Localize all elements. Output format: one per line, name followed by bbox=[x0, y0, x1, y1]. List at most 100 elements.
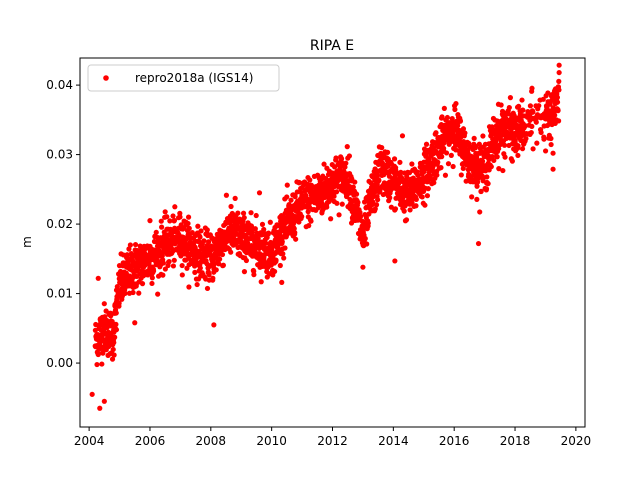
data-point bbox=[424, 193, 431, 199]
data-point bbox=[205, 239, 212, 245]
data-point bbox=[321, 161, 327, 167]
data-point bbox=[235, 210, 241, 216]
data-point bbox=[197, 234, 203, 240]
data-point bbox=[445, 161, 452, 167]
data-point bbox=[206, 272, 212, 278]
data-point bbox=[556, 78, 562, 84]
data-point bbox=[263, 240, 269, 246]
x-tick-label: 2006 bbox=[135, 434, 166, 448]
data-point bbox=[195, 223, 201, 229]
data-point bbox=[210, 275, 216, 281]
x-tick-label: 2020 bbox=[561, 434, 592, 448]
data-point bbox=[262, 260, 268, 266]
y-tick-label: 0.01 bbox=[46, 287, 73, 301]
data-point bbox=[458, 172, 464, 178]
data-point bbox=[541, 136, 547, 142]
data-point bbox=[502, 154, 508, 160]
data-point bbox=[423, 141, 430, 147]
data-point bbox=[284, 194, 290, 200]
data-point bbox=[333, 155, 339, 161]
data-point bbox=[435, 159, 441, 165]
data-point bbox=[179, 262, 185, 269]
data-point bbox=[256, 190, 263, 196]
data-point bbox=[391, 156, 398, 162]
data-point bbox=[529, 123, 535, 129]
data-point bbox=[519, 146, 526, 152]
data-point bbox=[101, 301, 107, 307]
data-point bbox=[213, 267, 219, 273]
legend: repro2018a (IGS14) bbox=[87, 64, 280, 92]
data-point bbox=[150, 268, 157, 274]
data-point bbox=[307, 177, 313, 183]
data-point bbox=[431, 180, 437, 186]
data-point bbox=[166, 258, 172, 265]
data-point bbox=[474, 183, 480, 189]
data-point bbox=[127, 242, 133, 248]
data-point bbox=[171, 217, 178, 224]
data-point bbox=[100, 350, 106, 356]
data-point bbox=[291, 226, 297, 232]
data-point bbox=[498, 102, 504, 108]
x-tick-label: 2016 bbox=[439, 434, 470, 448]
data-point bbox=[95, 351, 101, 358]
data-point bbox=[519, 97, 525, 103]
legend-box bbox=[87, 64, 280, 92]
data-point bbox=[197, 265, 203, 271]
data-point bbox=[223, 192, 230, 198]
data-point bbox=[308, 218, 314, 224]
data-point bbox=[201, 238, 207, 244]
data-point bbox=[217, 256, 223, 262]
data-point bbox=[350, 184, 356, 190]
data-point bbox=[373, 202, 380, 208]
data-point bbox=[460, 126, 467, 132]
data-point bbox=[449, 116, 455, 122]
data-point bbox=[484, 174, 490, 180]
data-point bbox=[220, 262, 226, 268]
data-point bbox=[155, 291, 161, 297]
data-point bbox=[379, 145, 385, 151]
data-point bbox=[505, 111, 512, 117]
data-point bbox=[488, 164, 494, 170]
data-point bbox=[530, 146, 536, 152]
data-point bbox=[97, 405, 103, 411]
data-point bbox=[520, 107, 526, 113]
data-point bbox=[179, 272, 185, 278]
data-point bbox=[94, 361, 100, 368]
data-point bbox=[192, 269, 198, 276]
data-point bbox=[305, 209, 311, 215]
data-point bbox=[99, 361, 105, 367]
data-point bbox=[469, 194, 475, 200]
data-point bbox=[370, 199, 376, 205]
data-point bbox=[453, 100, 459, 107]
data-point bbox=[538, 129, 544, 136]
data-point bbox=[433, 130, 439, 136]
data-point bbox=[113, 327, 120, 333]
data-point bbox=[419, 194, 425, 200]
data-point bbox=[554, 99, 561, 105]
data-point bbox=[334, 200, 340, 206]
data-point bbox=[478, 188, 484, 194]
legend-marker bbox=[103, 75, 109, 81]
y-tick-label: 0.04 bbox=[46, 78, 73, 92]
y-axis-label: m bbox=[20, 236, 34, 248]
data-point bbox=[194, 281, 200, 288]
data-point bbox=[450, 163, 456, 170]
data-point bbox=[162, 209, 168, 215]
data-point bbox=[186, 284, 192, 290]
data-point bbox=[376, 178, 382, 184]
data-point bbox=[116, 300, 122, 306]
data-point bbox=[413, 196, 419, 203]
data-point bbox=[139, 281, 146, 287]
data-point bbox=[483, 186, 490, 192]
data-point bbox=[204, 285, 211, 292]
data-point bbox=[476, 141, 482, 147]
data-point bbox=[241, 269, 248, 275]
data-point bbox=[491, 157, 497, 164]
data-point bbox=[548, 141, 554, 148]
data-point bbox=[241, 215, 247, 221]
data-point bbox=[277, 262, 283, 269]
data-point bbox=[415, 172, 421, 178]
data-point bbox=[158, 218, 164, 224]
data-point bbox=[292, 229, 298, 236]
